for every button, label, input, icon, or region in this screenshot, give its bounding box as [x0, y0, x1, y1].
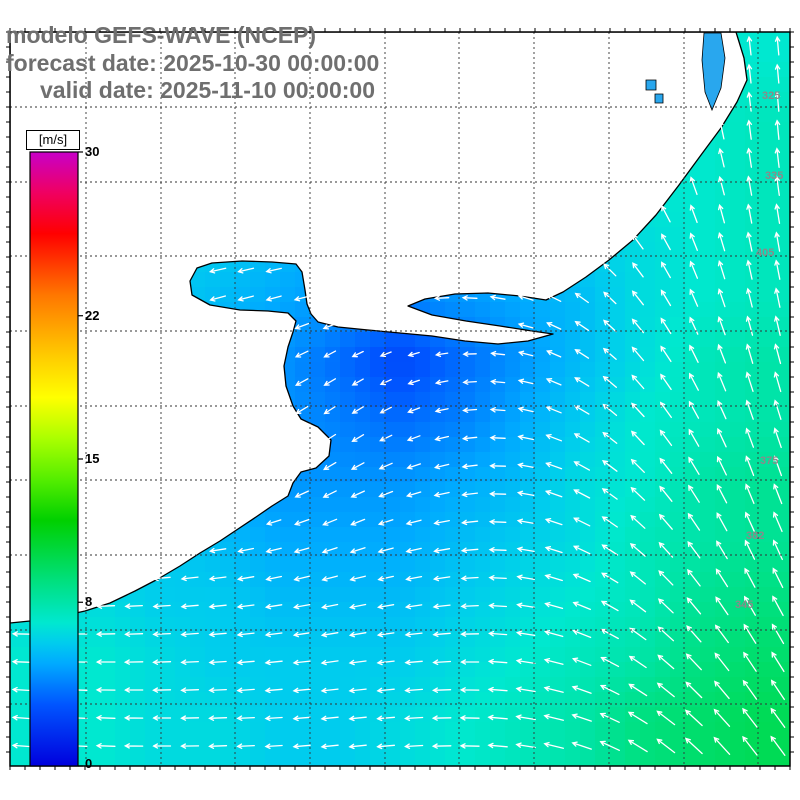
graticule [10, 32, 790, 766]
colorbar-tick-30: 30 [85, 144, 100, 159]
contour-label: 325 [762, 90, 781, 102]
colorbar-tick-8: 8 [85, 594, 93, 609]
contour-label: 345 [735, 599, 754, 611]
colorbar [29, 151, 83, 767]
contour-label: 405 [756, 247, 775, 259]
coastal-lagoon [701, 32, 726, 112]
colorbar-unit-label: [m/s] [26, 130, 80, 150]
map-frame [6, 28, 794, 770]
contour-label: 382 [746, 530, 765, 542]
colorbar-tick-15: 15 [85, 451, 100, 466]
colorbar-tick-22: 22 [85, 308, 100, 323]
colorbar-tick-0: 0 [85, 756, 93, 771]
contour-label: 335 [765, 170, 784, 182]
lake [645, 79, 657, 91]
wind-vector-layer [11, 35, 786, 756]
contour-label: 375 [760, 455, 779, 467]
land-mass [10, 32, 748, 624]
lake [654, 93, 664, 104]
